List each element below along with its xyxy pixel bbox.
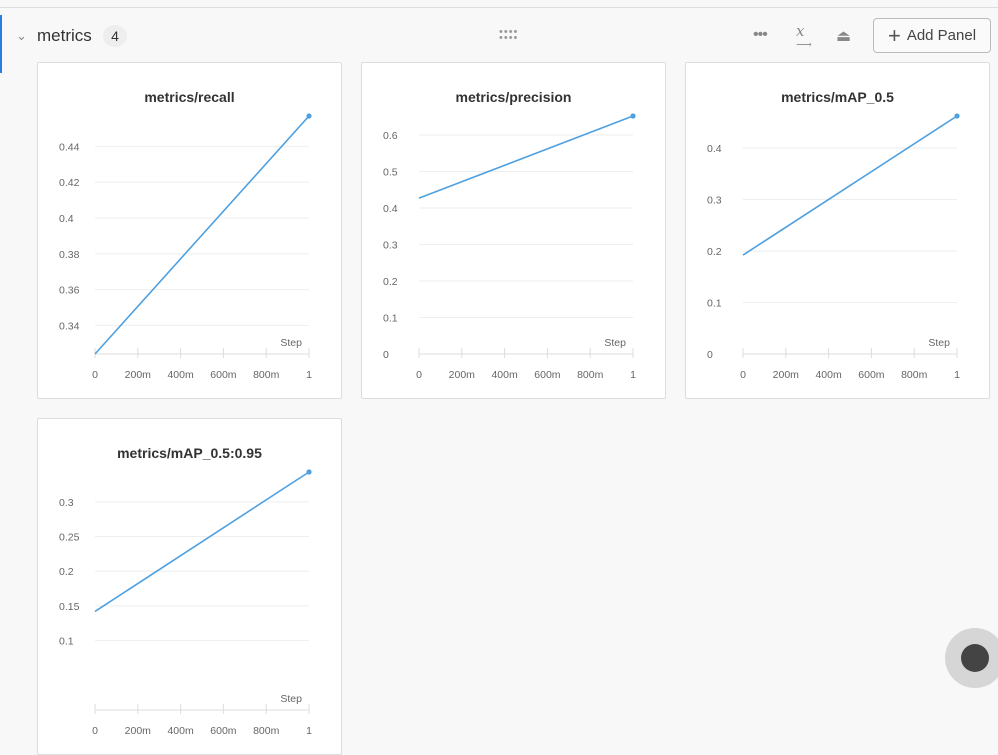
chart-plot: 0 0.1 0.2 0.3 0.4 0 200m 400m 600m 800m 1 Step <box>707 113 960 381</box>
y-tick-label: 0.34 <box>59 320 80 332</box>
section-active-indicator <box>0 15 2 73</box>
y-tick-label: 0.6 <box>383 130 398 142</box>
y-tick-label: 0.36 <box>59 285 80 297</box>
x-tick-label: 0 <box>740 369 746 381</box>
y-tick-label: 0.38 <box>59 249 80 261</box>
x-axis-label: Step <box>280 337 302 349</box>
x-tick-label: 200m <box>773 369 800 381</box>
y-tick-label: 0.4 <box>383 203 398 215</box>
help-button[interactable] <box>945 628 998 688</box>
x-tick-label: 400m <box>167 369 194 381</box>
y-tick-label: 0 <box>707 349 713 361</box>
y-tick-label: 0.25 <box>59 532 80 544</box>
y-tick-label: 0.42 <box>59 177 80 189</box>
x-tick-label: 800m <box>577 369 604 381</box>
x-tick-label: 1 <box>954 369 960 381</box>
y-tick-label: 0.5 <box>383 166 398 178</box>
x-tick-label: 600m <box>858 369 885 381</box>
more-icon[interactable]: ••• <box>753 26 768 43</box>
add-panel-label: Add Panel <box>906 27 977 44</box>
x-tick-label: 200m <box>449 369 476 381</box>
x-tick-label: 1 <box>306 369 312 381</box>
y-tick-label: 0.1 <box>59 636 74 648</box>
chart-panel-precision[interactable]: metrics/precision 0 0.1 0.2 0.3 0.4 0.5 0.6 0 200… <box>361 62 666 399</box>
y-tick-label: 0.4 <box>707 143 722 155</box>
data-point <box>306 469 312 475</box>
x-tick-label: 0 <box>92 369 98 381</box>
x-tick-label: 200m <box>125 725 152 737</box>
y-tick-label: 0.1 <box>383 312 398 324</box>
y-tick-label: 0.2 <box>383 276 398 288</box>
chart-panel-map-0.5-0.95[interactable]: metrics/mAP_0.5:0.95 0.1 0.15 0.2 0.25 0.3 0 20… <box>37 418 342 755</box>
chart-plot: 0 0.1 0.2 0.3 0.4 0.5 0.6 0 200m 400m 600m 800m 1 Ste… <box>383 113 636 381</box>
chart-plot: 0.34 0.36 0.38 0.4 0.42 0.44 0 200m 400m 600m 800m… <box>59 113 312 381</box>
x-tick-label: 1 <box>306 725 312 737</box>
series-line <box>94 471 310 613</box>
y-tick-label: 0.2 <box>707 246 722 258</box>
x-tick-label: 800m <box>253 725 280 737</box>
series-line <box>94 115 310 355</box>
y-tick-label: 0.1 <box>707 297 722 309</box>
data-point <box>630 113 636 119</box>
add-panel-button[interactable]: + Add Panel <box>873 18 991 53</box>
x-axis-icon[interactable]: x ⟶ <box>796 22 812 51</box>
x-tick-label: 400m <box>815 369 842 381</box>
x-axis-label: Step <box>604 337 626 349</box>
chart-title: metrics/recall <box>144 89 235 105</box>
x-axis-label: Step <box>928 337 950 349</box>
chart-panel-map-0.5[interactable]: metrics/mAP_0.5 0 0.1 0.2 0.3 0.4 0 200m 400m 600… <box>685 62 990 399</box>
x-tick-label: 400m <box>167 725 194 737</box>
section-header: ⌄ metrics 4 •••• •••• ••• x ⟶ ⏏ + Add Panel <box>0 18 998 54</box>
data-point <box>306 113 312 119</box>
x-tick-label: 600m <box>534 369 561 381</box>
y-tick-label: 0 <box>383 349 389 361</box>
iron-icon[interactable]: ⏏ <box>836 28 852 45</box>
section-title[interactable]: metrics <box>37 26 92 45</box>
chart-title: metrics/mAP_0.5:0.95 <box>117 445 262 461</box>
panel-count-badge: 4 <box>103 25 127 47</box>
chart-title: metrics/mAP_0.5 <box>781 89 894 105</box>
data-point <box>954 113 960 119</box>
chart-title: metrics/precision <box>455 89 572 105</box>
chart-plot: 0.1 0.15 0.2 0.25 0.3 0 200m 400m 600m 800m 1 Step <box>59 469 312 737</box>
drag-handle-icon[interactable]: •••• •••• <box>499 26 519 44</box>
y-tick-label: 0.15 <box>59 601 80 613</box>
y-tick-label: 0.44 <box>59 141 80 153</box>
x-tick-label: 400m <box>491 369 518 381</box>
x-tick-label: 1 <box>630 369 636 381</box>
x-tick-label: 800m <box>901 369 928 381</box>
chart-panel-recall[interactable]: metrics/recall 0.34 0.36 0.38 0.4 0.42 0.44 0 20… <box>37 62 342 399</box>
y-tick-label: 0.2 <box>59 566 74 578</box>
divider <box>0 7 998 8</box>
x-tick-label: 0 <box>92 725 98 737</box>
x-tick-label: 0 <box>416 369 422 381</box>
x-axis-label: Step <box>280 693 302 705</box>
x-tick-label: 200m <box>125 369 152 381</box>
y-tick-label: 0.4 <box>59 213 74 225</box>
plus-icon: + <box>887 22 901 48</box>
series-line <box>418 115 634 199</box>
y-tick-label: 0.3 <box>59 497 74 509</box>
x-tick-label: 800m <box>253 369 280 381</box>
chevron-down-icon[interactable]: ⌄ <box>16 28 27 43</box>
y-tick-label: 0.3 <box>383 239 398 251</box>
x-tick-label: 600m <box>210 369 237 381</box>
series-line <box>742 115 958 256</box>
x-tick-label: 600m <box>210 725 237 737</box>
y-tick-label: 0.3 <box>707 194 722 206</box>
